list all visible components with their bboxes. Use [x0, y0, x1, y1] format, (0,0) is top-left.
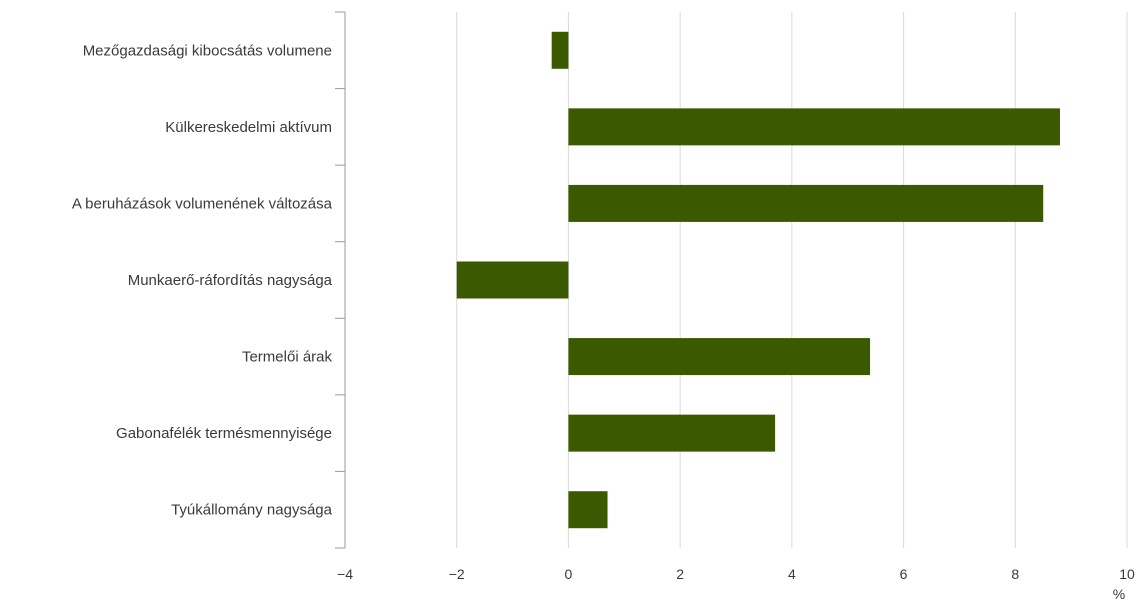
gridlines: [456, 12, 1128, 548]
x-tick-label: 0: [565, 566, 573, 582]
x-tick-label: 10: [1119, 566, 1135, 582]
x-tick-label: 2: [676, 566, 684, 582]
x-tick-label: 4: [788, 566, 796, 582]
x-tick-label: 6: [900, 566, 908, 582]
bar: [456, 261, 569, 299]
bar: [568, 491, 608, 529]
bar: [568, 108, 1060, 146]
x-unit-label: %: [1113, 586, 1125, 602]
x-tick-labels: −4 −2 0 2 4 6 8 10: [337, 566, 1135, 582]
x-tick-label: −2: [449, 566, 465, 582]
y-axis: [335, 11, 346, 549]
bar: [568, 338, 871, 376]
bars: [456, 31, 1060, 529]
category-label: Külkereskedelmi aktívum: [165, 119, 332, 136]
bar: [568, 414, 776, 452]
bar: [568, 184, 1044, 222]
category-label: Tyúkállomány nagysága: [171, 502, 333, 519]
category-labels: Mezőgazdasági kibocsátás volumene Külkere…: [72, 42, 333, 518]
category-label: Gabonafélék termésmennyisége: [116, 425, 332, 442]
category-label: Munkaerő-ráfordítás nagysága: [128, 272, 333, 289]
category-label: Termelői árak: [242, 349, 333, 366]
bar: [551, 31, 569, 69]
x-tick-label: 8: [1011, 566, 1019, 582]
category-label: A beruházások volumenének változása: [72, 195, 333, 212]
category-label: Mezőgazdasági kibocsátás volumene: [83, 42, 332, 59]
x-tick-label: −4: [337, 566, 353, 582]
